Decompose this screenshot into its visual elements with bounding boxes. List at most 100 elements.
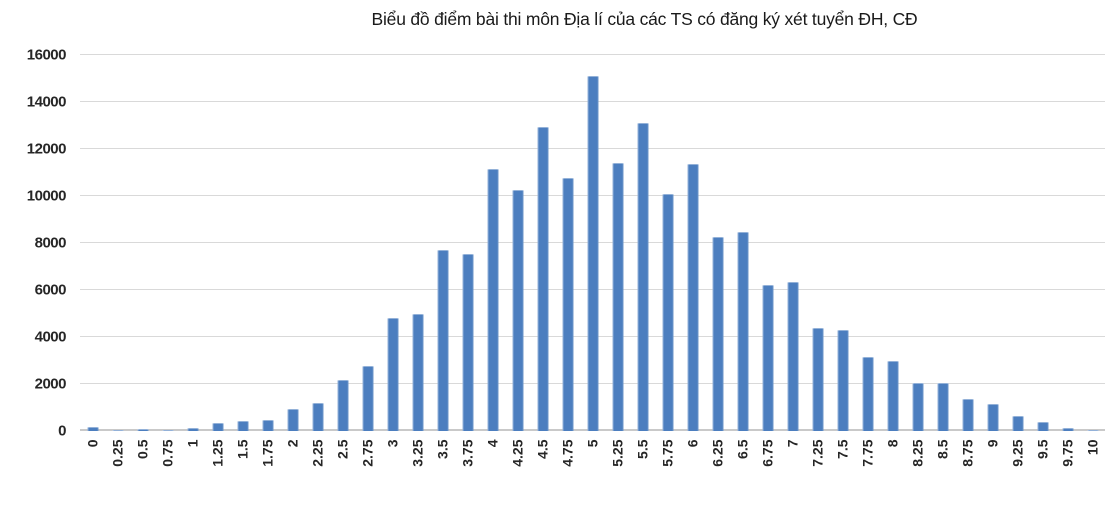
plot-area: 0 0.25 0.5 0.75 1 1.25 1.5 1.75 2 2.25 2.5 2.75 3 3.2… [80,54,1105,467]
category-3: 3 [380,55,405,447]
category-2.5: 2.5 [330,55,355,459]
bar [462,253,473,431]
bar [1012,415,1023,431]
bar [487,168,498,431]
bar [687,164,698,431]
x-tick-label: 8.25 [909,439,925,467]
category-5: 5 [580,55,605,447]
category-4.75: 4.75 [555,55,580,467]
x-tick-label: 7 [784,439,800,448]
category-0.5: 0.5 [130,55,155,459]
chart-title: Biểu đồ điểm bài thi môn Địa lí của các … [371,9,918,29]
bar [812,328,823,431]
x-tick-label: 1 [184,439,200,448]
y-tick-label: 14000 [26,93,67,111]
category-7.75: 7.75 [855,55,880,467]
bar [312,403,323,431]
bar [937,383,948,431]
x-tick-label: 1.5 [234,439,250,459]
bar [112,429,123,431]
bar [212,422,223,431]
category-6.25: 6.25 [705,55,730,467]
bar [387,318,398,431]
x-tick-label: 9.75 [1059,439,1075,467]
bar [562,178,573,431]
category-9.25: 9.25 [1005,55,1030,467]
x-tick-label: 3.25 [409,439,425,467]
y-tick-label: 8000 [34,234,67,252]
bar [537,126,548,431]
category-7.25: 7.25 [805,55,830,467]
bar [87,426,98,431]
y-tick-label: 10000 [26,187,67,205]
category-3.75: 3.75 [455,55,480,467]
bar [162,429,173,431]
category-9: 9 [980,55,1005,447]
bar [737,232,748,431]
x-tick-label: 6.25 [709,439,725,467]
category-2: 2 [280,55,305,447]
category-0.25: 0.25 [105,55,130,467]
y-tick-label: 4000 [34,328,67,346]
x-tick-label: 8 [884,439,900,448]
category-10: 10 [1080,55,1105,455]
y-tick-label: 2000 [34,375,67,393]
x-tick-label: 5.5 [634,439,650,459]
category-8.5: 8.5 [930,55,955,459]
bar [612,163,623,431]
bar [287,409,298,431]
category-8: 8 [880,55,905,447]
bar [962,398,973,431]
bar [337,380,348,431]
x-tick-label: 4.75 [559,439,575,467]
x-tick-label: 1.75 [259,439,275,467]
bar [512,190,523,431]
x-tick-label: 5 [584,439,600,448]
x-tick-label: 9 [984,439,1000,448]
x-tick-label: 8.5 [934,439,950,459]
bar [437,250,448,431]
category-4: 4 [480,55,505,447]
category-4.25: 4.25 [505,55,530,467]
bar [237,420,248,431]
x-tick-label: 3.75 [459,439,475,467]
category-7: 7 [780,55,805,447]
category-1.5: 1.5 [230,55,255,459]
category-5.75: 5.75 [655,55,680,467]
category-5.5: 5.5 [630,55,655,459]
category-3.5: 3.5 [430,55,455,459]
bar [412,313,423,431]
x-tick-label: 10 [1084,439,1100,456]
bar [837,330,848,431]
category-8.25: 8.25 [905,55,930,467]
category-6.5: 6.5 [730,55,755,459]
bar [912,383,923,431]
x-tick-label: 4 [484,439,500,448]
category-2.25: 2.25 [305,55,330,467]
x-tick-label: 3 [384,439,400,448]
category-8.75: 8.75 [955,55,980,467]
category-6.75: 6.75 [755,55,780,467]
category-0: 0 [80,55,105,447]
bar [1037,421,1048,431]
x-tick-label: 6 [684,439,700,448]
x-tick-label: 0.25 [109,439,125,467]
bar [362,365,373,431]
bar [1062,427,1073,431]
bar [262,419,273,431]
x-tick-label: 0.5 [134,439,150,459]
category-4.5: 4.5 [530,55,555,459]
x-tick-label: 7.75 [859,439,875,467]
x-tick-label: 5.75 [659,439,675,467]
category-6: 6 [680,55,705,447]
category-5.25: 5.25 [605,55,630,467]
category-1.25: 1.25 [205,55,230,467]
x-tick-label: 6.75 [759,439,775,467]
bar [987,403,998,431]
category-1.75: 1.75 [255,55,280,467]
bar [762,285,773,431]
category-2.75: 2.75 [355,55,380,467]
bar [587,76,598,431]
x-tick-label: 7.25 [809,439,825,467]
